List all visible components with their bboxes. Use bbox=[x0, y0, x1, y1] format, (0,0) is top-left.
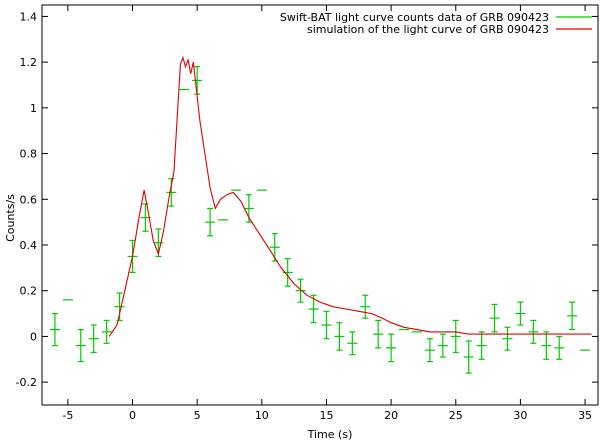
y-axis-label: Counts/s bbox=[4, 194, 17, 242]
data-point bbox=[386, 333, 397, 363]
legend-label-simulation: simulation of the light curve of GRB 090… bbox=[307, 23, 549, 36]
data-point bbox=[450, 319, 461, 354]
x-tick-label-0: -5 bbox=[62, 409, 73, 422]
y-tick-label-0: -0.2 bbox=[16, 376, 37, 389]
data-point bbox=[373, 319, 384, 349]
y-tick-label-6: 1 bbox=[30, 102, 37, 115]
data-point bbox=[295, 278, 306, 303]
x-tick-label-3: 10 bbox=[255, 409, 269, 422]
y-tick-label-1: 0 bbox=[30, 330, 37, 343]
y-tick-label-8: 1.4 bbox=[20, 10, 38, 23]
data-point bbox=[554, 335, 565, 360]
data-point bbox=[541, 331, 552, 360]
data-point bbox=[515, 301, 526, 326]
x-axis-label: Time (s) bbox=[307, 428, 353, 441]
data-layer bbox=[49, 55, 592, 374]
data-point bbox=[192, 66, 203, 95]
x-tick-label-7: 30 bbox=[513, 409, 527, 422]
data-point bbox=[321, 310, 332, 340]
data-point bbox=[476, 331, 487, 360]
y-tick-label-3: 0.4 bbox=[20, 239, 38, 252]
data-point bbox=[49, 312, 60, 347]
y-tick-label-7: 1.2 bbox=[20, 56, 38, 69]
data-point bbox=[347, 331, 358, 356]
x-tick-label-1: 0 bbox=[129, 409, 136, 422]
y-tick-label-4: 0.6 bbox=[20, 193, 38, 206]
data-point bbox=[308, 294, 319, 324]
data-point bbox=[489, 303, 500, 333]
y-tick-label-2: 0.2 bbox=[20, 285, 38, 298]
y-tick-label-5: 0.8 bbox=[20, 148, 38, 161]
axes-layer: -5 0 5 10 15 20 25 30 35 -0.2 0 0.2 0.4 0.6 0.8 1 1.2 1.4 bbox=[16, 4, 599, 422]
data-point bbox=[502, 326, 513, 351]
x-tick-label-8: 35 bbox=[578, 409, 592, 422]
x-tick-label-2: 5 bbox=[194, 409, 201, 422]
legend-label-data: Swift-BAT light curve counts data of GRB… bbox=[280, 11, 549, 24]
data-point bbox=[101, 319, 112, 344]
x-tick-label-4: 15 bbox=[319, 409, 333, 422]
legend: Swift-BAT light curve counts data of GRB… bbox=[280, 11, 592, 36]
data-point bbox=[437, 333, 448, 358]
plot-frame bbox=[41, 4, 599, 406]
data-point bbox=[75, 328, 86, 363]
data-point bbox=[424, 338, 435, 363]
data-point bbox=[88, 324, 99, 354]
data-point bbox=[334, 322, 345, 351]
x-tick-label-5: 20 bbox=[384, 409, 398, 422]
data-point bbox=[463, 340, 474, 374]
simulation-line bbox=[108, 55, 592, 337]
data-point bbox=[205, 207, 216, 237]
x-tick-label-6: 25 bbox=[449, 409, 463, 422]
data-point bbox=[360, 294, 371, 319]
data-point bbox=[567, 301, 578, 331]
data-point bbox=[528, 319, 539, 344]
